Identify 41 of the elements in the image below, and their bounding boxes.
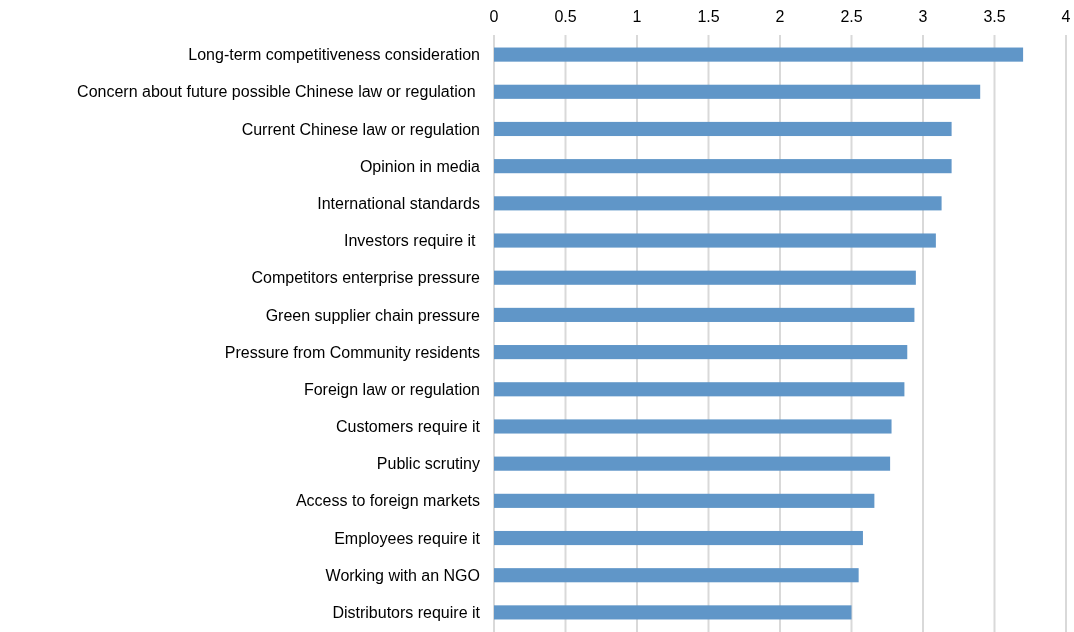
bar xyxy=(494,345,908,360)
bar xyxy=(494,84,981,99)
y-tick-label: International standards xyxy=(317,194,480,212)
bar xyxy=(494,47,1024,62)
y-tick-label: Investors require it xyxy=(343,232,480,250)
x-tick-label: 1.5 xyxy=(697,8,720,25)
y-tick-label: Distributors require it xyxy=(332,604,481,622)
bar xyxy=(494,382,905,397)
x-tick-label: 3 xyxy=(918,8,928,25)
x-tick-label: 0 xyxy=(489,8,499,25)
x-tick-label: 1 xyxy=(632,8,642,25)
bar xyxy=(494,270,916,285)
y-tick-label: Current Chinese law or regulation xyxy=(241,120,480,138)
bar xyxy=(494,159,952,174)
bar xyxy=(494,530,863,546)
bar xyxy=(494,121,952,137)
x-tick-label: 3.5 xyxy=(983,8,1006,25)
bar xyxy=(494,456,891,471)
y-tick-label: Green supplier chain pressure xyxy=(265,306,481,324)
x-tick-label: 4 xyxy=(1061,8,1071,25)
y-tick-label: Long-term competitiveness consideration xyxy=(188,46,480,64)
bar xyxy=(494,605,852,620)
y-tick-label: Competitors enterprise pressure xyxy=(251,269,481,287)
bar xyxy=(494,196,942,211)
y-tick-label: Pressure from Community residents xyxy=(224,343,480,361)
y-tick-label: Foreign law or regulation xyxy=(303,380,480,398)
x-tick-label: 2.5 xyxy=(840,8,863,25)
y-tick-label: Customers require it xyxy=(335,418,481,436)
y-tick-label: Public scrutiny xyxy=(376,455,480,473)
x-tick-label: 0.5 xyxy=(554,8,577,25)
bar xyxy=(494,419,892,434)
y-tick-label: Employees require it xyxy=(334,529,481,547)
y-tick-label: Concern about future possible Chinese law or regulation xyxy=(77,83,480,101)
x-tick-label: 2 xyxy=(775,8,785,25)
y-tick-label: Opinion in media xyxy=(359,157,481,175)
bar xyxy=(494,307,915,322)
bar xyxy=(494,493,875,508)
bar xyxy=(494,568,859,583)
y-tick-label: Working with an NGO xyxy=(325,566,480,584)
y-tick-label: Access to foreign markets xyxy=(295,492,480,510)
bar xyxy=(494,233,936,248)
